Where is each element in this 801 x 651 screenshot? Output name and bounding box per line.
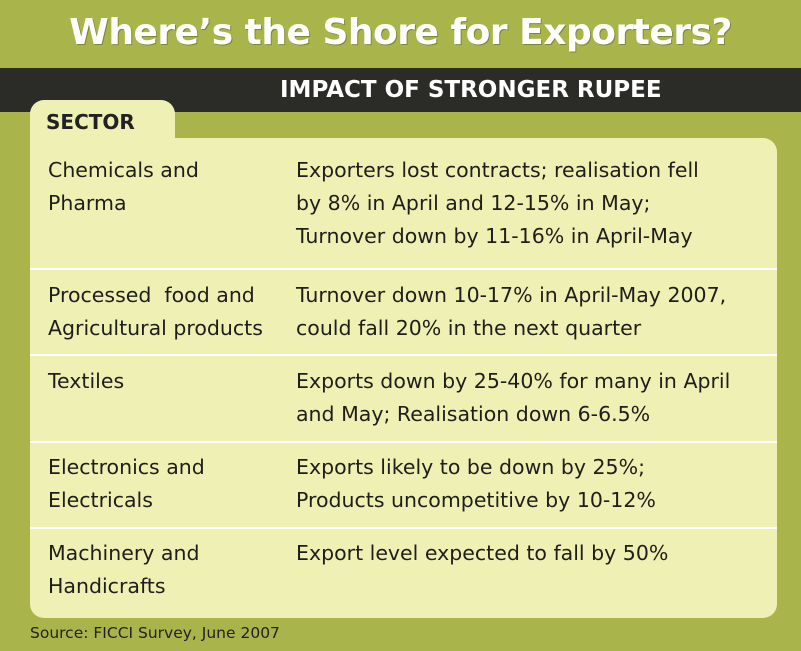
impact-line: Exports down by 25-40% for many in April [296, 369, 731, 393]
sector-cell: Electronics and Electricals [48, 451, 293, 517]
row-divider [30, 527, 777, 529]
row-divider [30, 268, 777, 270]
sector-line: Handicrafts [48, 574, 166, 598]
impact-cell: Exports likely to be down by 25%; Produc… [296, 451, 772, 517]
sector-line: Electronics and [48, 455, 205, 479]
subtitle-text: IMPACT OF STRONGER RUPEE [280, 77, 662, 103]
sector-cell: Chemicals and Pharma [48, 154, 293, 220]
sector-line: Chemicals and [48, 158, 199, 182]
page-title: Where’s the Shore for Exporters? [69, 12, 732, 53]
table-panel [30, 138, 777, 618]
impact-line: Export level expected to fall by 50% [296, 541, 669, 565]
impact-line: Turnover down by 11-16% in April-May [296, 224, 693, 248]
impact-line: Turnover down 10-17% in April-May 2007, [296, 283, 727, 307]
sector-line: Textiles [48, 369, 125, 393]
sector-cell: Textiles [48, 365, 293, 398]
sector-line: Electricals [48, 488, 153, 512]
sector-cell: Processed food and Agricultural products [48, 279, 293, 345]
impact-line: could fall 20% in the next quarter [296, 316, 642, 340]
sector-line: Pharma [48, 191, 127, 215]
source-note: Source: FICCI Survey, June 2007 [30, 624, 280, 642]
impact-cell: Exporters lost contracts; realisation fe… [296, 154, 772, 253]
sector-line: Agricultural products [48, 316, 263, 340]
sector-cell: Machinery and Handicrafts [48, 537, 293, 603]
impact-line: and May; Realisation down 6-6.5% [296, 402, 651, 426]
sector-line: Machinery and [48, 541, 200, 565]
impact-line: Products uncompetitive by 10-12% [296, 488, 656, 512]
row-divider [30, 441, 777, 443]
row-divider [30, 354, 777, 356]
sector-line: Processed food and [48, 283, 255, 307]
sector-column-header: SECTOR [46, 110, 135, 134]
impact-line: Exports likely to be down by 25%; [296, 455, 645, 479]
impact-cell: Exports down by 25-40% for many in April… [296, 365, 772, 431]
impact-line: by 8% in April and 12-15% in May; [296, 191, 651, 215]
impact-cell: Turnover down 10-17% in April-May 2007, … [296, 279, 772, 345]
impact-line: Exporters lost contracts; realisation fe… [296, 158, 699, 182]
impact-cell: Export level expected to fall by 50% [296, 537, 772, 570]
